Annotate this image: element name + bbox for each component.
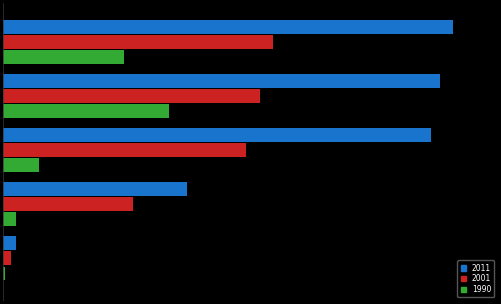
Bar [3,20,453,34]
Bar [3,267,5,281]
Legend: 2011, 2001, 1990: 2011, 2001, 1990 [457,261,494,297]
Bar [3,158,39,172]
Bar [3,104,169,118]
Bar [3,89,260,103]
Bar [3,197,133,211]
Bar [3,50,124,64]
Bar [3,182,187,196]
Bar [3,237,17,250]
Bar [3,128,431,142]
Bar [3,212,17,226]
Bar [3,143,246,157]
Bar [3,35,273,49]
Bar [3,74,440,88]
Bar [3,251,11,265]
